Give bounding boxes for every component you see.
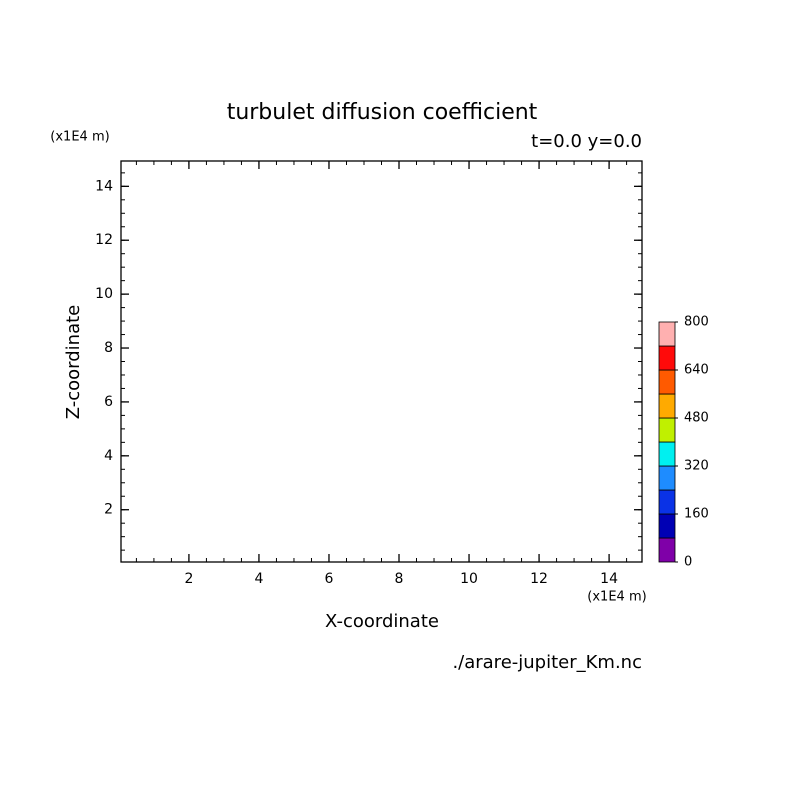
colorbar-tick-label: 640 bbox=[684, 363, 709, 378]
colorbar-tick-label: 160 bbox=[684, 507, 709, 522]
colorbar-segment bbox=[658, 417, 676, 443]
colorbar-segment bbox=[658, 345, 676, 371]
colorbar-segment bbox=[658, 465, 676, 491]
y-tick-label: 8 bbox=[104, 340, 113, 356]
colorbar-tick-label: 800 bbox=[684, 315, 709, 330]
x-tick-label: 10 bbox=[460, 571, 478, 587]
colorbar-segment bbox=[658, 441, 676, 467]
x-tick-label: 4 bbox=[254, 571, 263, 587]
x-tick-label: 8 bbox=[395, 571, 404, 587]
x-tick-label: 2 bbox=[184, 571, 193, 587]
y-tick-label: 12 bbox=[95, 232, 113, 248]
colorbar-segment bbox=[658, 513, 676, 539]
x-tick-label: 14 bbox=[600, 571, 618, 587]
y-unit: (x1E4 m) bbox=[50, 130, 109, 145]
y-tick-label: 6 bbox=[104, 394, 113, 410]
y-tick-label: 14 bbox=[95, 178, 113, 194]
colorbar-tick-label: 0 bbox=[684, 555, 692, 570]
x-unit: (x1E4 m) bbox=[587, 590, 646, 605]
x-tick-label: 6 bbox=[325, 571, 334, 587]
colorbar-segment bbox=[658, 369, 676, 395]
colorbar-tick-label: 480 bbox=[684, 411, 709, 426]
y-tick-label: 4 bbox=[104, 448, 113, 464]
chart-title: turbulet diffusion coefficient bbox=[227, 100, 538, 125]
y-tick-label: 2 bbox=[104, 502, 113, 518]
colorbar-segment bbox=[658, 393, 676, 419]
source-label: ./arare-jupiter_Km.nc bbox=[452, 652, 642, 673]
colorbar-segment bbox=[658, 321, 676, 347]
chart-subtitle: t=0.0 y=0.0 bbox=[531, 131, 642, 152]
x-tick-label: 12 bbox=[530, 571, 548, 587]
colorbar-segment bbox=[658, 489, 676, 515]
colorbar-segment bbox=[658, 537, 676, 563]
x-axis-label: X-coordinate bbox=[325, 611, 439, 632]
y-tick-label: 10 bbox=[95, 286, 113, 302]
y-axis-label: Z-coordinate bbox=[63, 305, 84, 420]
colorbar-tick-label: 320 bbox=[684, 459, 709, 474]
